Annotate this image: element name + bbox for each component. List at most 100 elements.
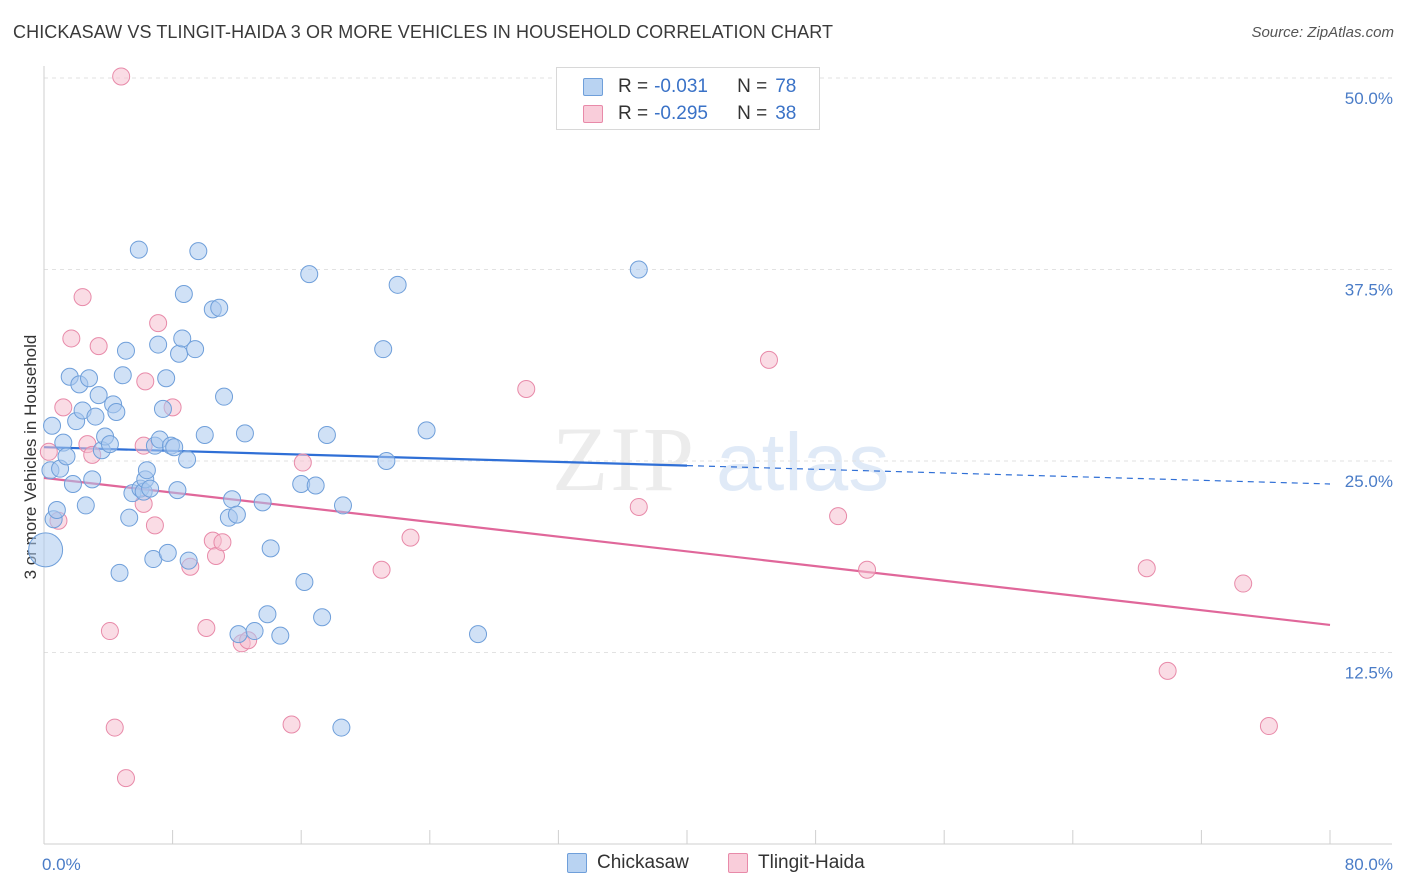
legend-label-tlingit-haida: Tlingit-Haida — [758, 852, 865, 873]
data-point-tlingit-haida — [759, 350, 778, 369]
gridlines — [44, 77, 1392, 653]
data-point-tlingit-haida — [293, 453, 312, 472]
data-point-chickasaw — [170, 344, 189, 363]
legend-item-tlingit-haida[interactable]: Tlingit-Haida — [728, 852, 865, 874]
data-point-chickasaw — [100, 435, 119, 454]
data-point-tlingit-haida — [372, 560, 391, 579]
data-point-chickasaw — [76, 496, 95, 515]
data-point-chickasaw — [245, 622, 264, 641]
y-axis-label: 3 or more Vehicles in Household — [21, 335, 40, 580]
watermark: ZIP atlas — [552, 408, 889, 510]
data-point-chickasaw — [153, 399, 172, 418]
data-point-chickasaw — [261, 539, 280, 558]
data-point-chickasaw — [186, 340, 205, 359]
data-point-tlingit-haida — [112, 67, 131, 86]
data-point-chickasaw — [253, 493, 272, 512]
x-tick-label: 80.0% — [1345, 855, 1393, 874]
legend-r-label: R = — [618, 76, 649, 97]
data-point-chickasaw — [43, 416, 62, 435]
data-point-chickasaw — [227, 505, 246, 524]
data-point-chickasaw — [63, 474, 82, 493]
data-point-tlingit-haida — [136, 372, 155, 391]
data-point-chickasaw — [189, 242, 208, 261]
data-point-tlingit-haida — [116, 769, 135, 788]
data-point-tlingit-haida — [282, 715, 301, 734]
data-point-chickasaw — [173, 329, 192, 348]
data-point-tlingit-haida — [54, 398, 73, 417]
legend-label-chickasaw: Chickasaw — [597, 852, 689, 873]
data-point-tlingit-haida — [629, 497, 648, 516]
data-point-tlingit-haida — [1259, 717, 1278, 736]
data-point-chickasaw — [129, 240, 148, 259]
y-tick-labels: 12.5% 25.0% 37.5% 50.0% — [1345, 89, 1393, 683]
data-point-chickasaw — [141, 479, 160, 498]
data-point-tlingit-haida — [145, 516, 164, 535]
data-point-chickasaw — [210, 298, 229, 317]
watermark-zip: ZIP — [552, 408, 696, 510]
data-point-chickasaw — [113, 366, 132, 385]
data-point-chickasaw — [57, 447, 76, 466]
data-point-chickasaw — [332, 718, 351, 737]
data-point-chickasaw — [178, 450, 197, 469]
legend-row-tlingit-haida: R = -0.295 N = 38 — [557, 100, 796, 128]
data-point-chickasaw — [388, 275, 407, 294]
data-point-chickasaw — [137, 461, 156, 480]
data-point-tlingit-haida — [517, 379, 536, 398]
data-point-chickasaw — [110, 563, 129, 582]
data-point-chickasaw — [158, 543, 177, 562]
data-point-chickasaw — [83, 470, 102, 489]
legend-r-label: R = — [618, 103, 649, 124]
legend-swatch-pink — [583, 105, 603, 123]
data-point-tlingit-haida — [105, 718, 124, 737]
data-point-chickasaw — [374, 340, 393, 359]
data-point-chickasaw — [300, 265, 319, 284]
legend-n-label: N = — [737, 76, 768, 97]
data-point-chickasaw — [295, 573, 314, 592]
legend-r-value: -0.031 — [654, 76, 708, 97]
data-point-chickasaw — [165, 438, 184, 457]
data-point-chickasaw — [258, 605, 277, 624]
data-point-chickasaw — [469, 625, 488, 644]
data-point-chickasaw — [149, 335, 168, 354]
data-point-chickasaw — [313, 608, 332, 627]
data-point-chickasaw — [179, 551, 198, 570]
y-tick-label: 50.0% — [1345, 89, 1393, 108]
data-point-chickasaw — [306, 476, 325, 495]
data-point-chickasaw — [28, 532, 64, 568]
data-point-tlingit-haida — [829, 507, 848, 526]
series-chickasaw — [28, 240, 648, 737]
data-point-chickasaw — [235, 424, 254, 443]
data-point-tlingit-haida — [197, 618, 216, 637]
data-point-chickasaw — [174, 285, 193, 304]
data-point-chickasaw — [223, 490, 242, 509]
legend-n-value: 78 — [775, 76, 797, 97]
data-point-chickasaw — [47, 501, 66, 520]
trend-line-chickasaw-extension — [686, 464, 1331, 485]
data-point-chickasaw — [86, 407, 105, 426]
data-point-tlingit-haida — [100, 622, 119, 641]
data-point-chickasaw — [168, 481, 187, 500]
y-tick-label: 37.5% — [1345, 281, 1393, 300]
data-point-chickasaw — [215, 387, 234, 406]
data-point-chickasaw — [271, 626, 290, 645]
chart-title: CHICKASAW VS TLINGIT-HAIDA 3 OR MORE VEH… — [13, 22, 834, 42]
legend-row-chickasaw: R = -0.031 N = 78 — [557, 73, 796, 101]
source-label: Source: ZipAtlas.com — [1251, 24, 1394, 41]
data-point-tlingit-haida — [73, 288, 92, 307]
data-point-chickasaw — [116, 341, 135, 360]
data-point-tlingit-haida — [1137, 559, 1156, 578]
legend-swatch-tlingit-haida — [728, 853, 748, 873]
data-point-chickasaw — [80, 369, 99, 388]
legend-item-chickasaw[interactable]: Chickasaw — [567, 852, 689, 874]
data-point-chickasaw — [333, 496, 352, 515]
data-point-chickasaw — [377, 452, 396, 470]
data-point-chickasaw — [195, 425, 214, 444]
data-point-tlingit-haida — [62, 329, 81, 348]
data-point-chickasaw — [629, 260, 648, 279]
data-point-tlingit-haida — [401, 528, 420, 547]
data-point-tlingit-haida — [39, 442, 58, 461]
data-point-chickasaw — [107, 402, 126, 421]
legend-r-value: -0.295 — [654, 103, 708, 124]
data-point-tlingit-haida — [1158, 661, 1177, 680]
watermark-atlas: atlas — [716, 417, 889, 508]
